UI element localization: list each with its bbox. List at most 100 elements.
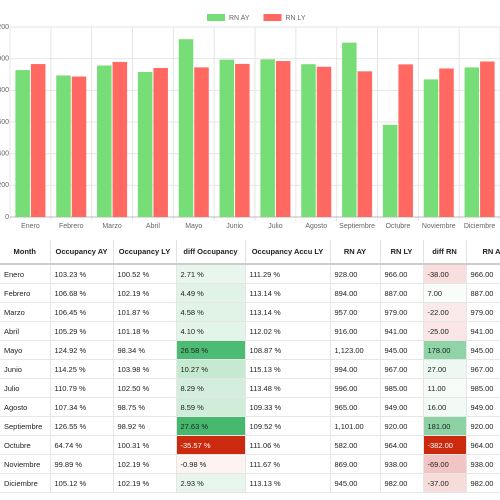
table-cell: 10.27 % — [176, 359, 246, 379]
table-cell: 105.12 % — [50, 473, 114, 493]
table-cell: 938.00 — [380, 454, 424, 474]
table-cell: 949.00 — [466, 397, 500, 417]
bar — [357, 71, 373, 217]
table-cell: Abril — [0, 321, 51, 341]
table-cell: 966.00 — [466, 264, 500, 284]
column-header: Occupancy AY — [50, 240, 114, 265]
table-cell: 113.48 % — [245, 378, 331, 398]
table-cell: 101.87 % — [113, 302, 177, 322]
bar — [56, 75, 71, 217]
table-row: Junio 114.25 % 103.98 % 10.27 % 115.13 % 994.… — [0, 359, 500, 379]
x-tick-label: Enero — [21, 223, 40, 230]
table-row: Diciembre 105.12 % 102.19 % 2.93 % 113.13 % 9… — [0, 473, 500, 493]
table-cell: 111.67 % — [245, 454, 331, 474]
table-cell: Julio — [0, 378, 51, 398]
x-tick-label: Diciembre — [464, 223, 496, 230]
bar — [342, 42, 357, 217]
bar — [137, 71, 153, 217]
legend-swatch — [263, 14, 282, 21]
table-cell: 8.29 % — [176, 378, 246, 398]
table-cell: 941.00 — [380, 321, 424, 341]
table-cell: 16.00 — [423, 397, 467, 417]
table-row: Marzo 106.45 % 101.87 % 4.58 % 113.14 % 957.0… — [0, 302, 500, 322]
table-cell: 114.25 % — [50, 359, 114, 379]
table-cell: 109.52 % — [245, 416, 331, 436]
bar — [301, 64, 316, 217]
table-cell: 894.00 — [330, 283, 381, 303]
legend-swatch — [207, 14, 225, 21]
table-row: Mayo 124.92 % 98.34 % 26.58 % 108.87 % 1,123.… — [0, 340, 500, 360]
x-tick-label: Agosto — [305, 223, 327, 230]
bar — [316, 66, 332, 217]
table-cell: 582.00 — [330, 435, 381, 455]
data-table: Month Occupancy AY Occupancy LY diff Occupa… — [0, 240, 500, 493]
column-header: Occupancy Accu LY — [245, 240, 331, 265]
x-tick-label: Mayo — [185, 223, 202, 230]
table-cell: 115.13 % — [245, 359, 331, 379]
table-row: Agosto 107.34 % 98.75 % 8.59 % 109.33 % 965.0… — [0, 397, 500, 417]
table-cell: 945.00 — [466, 340, 500, 360]
table-cell: 103.23 % — [50, 264, 114, 284]
table-cell: 111.06 % — [245, 435, 331, 455]
table-cell: 985.00 — [380, 378, 424, 398]
table-cell: 938.00 — [466, 454, 500, 474]
table-cell: 113.14 % — [245, 302, 331, 322]
table-cell: 27.63 % — [176, 416, 246, 436]
table-cell: 113.14 % — [245, 283, 331, 303]
table-cell: 979.00 — [466, 302, 500, 322]
table-cell: 108.87 % — [245, 340, 331, 360]
table-cell: Diciembre — [0, 473, 51, 493]
table-cell: 11.00 — [423, 378, 467, 398]
table-cell: 4.49 % — [176, 283, 246, 303]
table-cell: 100.52 % — [113, 264, 177, 284]
bar — [480, 61, 495, 218]
table-cell: 4.58 % — [176, 302, 246, 322]
table-cell: 945.00 — [380, 340, 424, 360]
column-header: RN Accu — [466, 240, 500, 265]
x-tick-label: Febrero — [59, 223, 84, 230]
table-cell: 102.19 % — [113, 283, 177, 303]
table-cell: 887.00 — [466, 283, 500, 303]
table-cell: Febrero — [0, 283, 51, 303]
table-cell: 966.00 — [380, 264, 424, 284]
table-cell: 967.00 — [466, 359, 500, 379]
table-cell: 98.75 % — [113, 397, 177, 417]
table-row: Enero 103.23 % 100.52 % 2.71 % 111.29 % 928.0… — [0, 264, 500, 284]
table-cell: Enero — [0, 264, 51, 284]
table-cell: Marzo — [0, 302, 51, 322]
column-header: Month — [0, 240, 51, 265]
header-row: Month Occupancy AY Occupancy LY diff Occupa… — [0, 240, 500, 265]
table-cell: 106.68 % — [50, 283, 114, 303]
table-cell: 110.79 % — [50, 378, 114, 398]
table-cell: 994.00 — [330, 359, 381, 379]
table-cell: 945.00 — [330, 473, 381, 493]
table-row: Noviembre 99.89 % 102.19 % -0.98 % 111.67 % 8… — [0, 454, 500, 474]
table-cell: 887.00 — [380, 283, 424, 303]
x-tick-label: Marzo — [102, 223, 122, 230]
table-cell: 102.19 % — [113, 454, 177, 474]
table-cell: 949.00 — [380, 397, 424, 417]
column-header: Occupancy LY — [113, 240, 177, 265]
table-cell: 967.00 — [380, 359, 424, 379]
table-cell: -37.00 — [423, 473, 467, 493]
table-cell: 124.92 % — [50, 340, 114, 360]
table-cell: 98.34 % — [113, 340, 177, 360]
table-cell: 126.55 % — [50, 416, 114, 436]
table-cell: Agosto — [0, 397, 51, 417]
table-cell: 920.00 — [466, 416, 500, 436]
table-cell: 916.00 — [330, 321, 381, 341]
table-cell: 103.98 % — [113, 359, 177, 379]
table-cell: 109.33 % — [245, 397, 331, 417]
y-tick-label: 800 — [0, 87, 9, 94]
table-cell: Mayo — [0, 340, 51, 360]
table-cell: 979.00 — [380, 302, 424, 322]
y-tick-label: 600 — [0, 119, 9, 126]
table-cell: -69.00 — [423, 454, 467, 474]
table-cell: 920.00 — [380, 416, 424, 436]
x-tick-label: Junio — [226, 223, 243, 230]
table-cell: 111.29 % — [245, 264, 331, 284]
table-cell: 941.00 — [466, 321, 500, 341]
table-cell: 869.00 — [330, 454, 381, 474]
table-cell: -25.00 — [423, 321, 467, 341]
